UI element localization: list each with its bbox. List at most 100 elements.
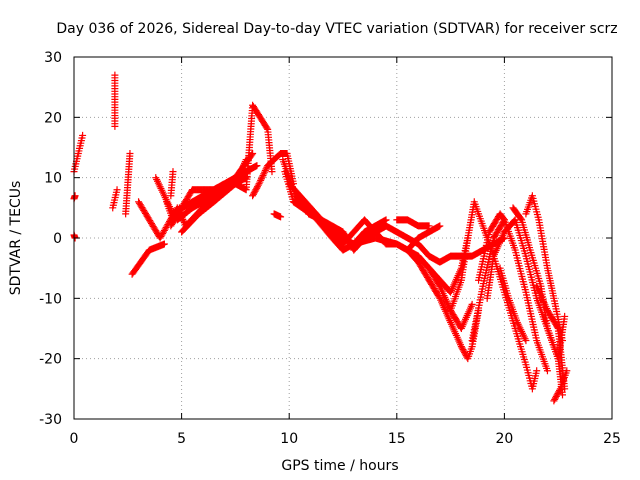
data-point	[158, 231, 166, 239]
data-point	[268, 168, 276, 176]
data-point	[563, 367, 571, 375]
data-point	[522, 337, 530, 345]
data-series-arc-b	[70, 192, 79, 203]
data-point	[561, 312, 569, 320]
data-point	[553, 323, 561, 331]
data-series-arc-e	[109, 186, 121, 212]
data-point	[257, 175, 265, 183]
y-axis-tick-labels: -30 -20 -10 0 10 20 30	[39, 50, 62, 428]
data-series-arc-ah	[550, 367, 571, 405]
y-tick-label: 10	[44, 171, 62, 187]
data-point	[553, 391, 561, 399]
data-point	[460, 347, 468, 355]
data-point	[260, 170, 268, 178]
data-series-arc-n	[178, 101, 276, 236]
data-point	[162, 223, 170, 231]
x-tick-label: 15	[388, 431, 406, 447]
data-series-arc-d	[111, 71, 119, 130]
data-point	[250, 189, 258, 197]
data-point	[533, 367, 541, 375]
data-point	[252, 186, 260, 194]
x-tick-label: 10	[280, 431, 298, 447]
data-point	[556, 386, 564, 394]
data-point	[500, 215, 508, 223]
y-tick-label: 20	[44, 110, 62, 126]
data-point	[255, 180, 263, 188]
axis-ticks	[73, 56, 613, 420]
data-point	[161, 225, 169, 233]
x-tick-label: 0	[70, 431, 79, 447]
data-series-arc-v	[393, 216, 433, 230]
data-point	[436, 222, 444, 230]
data-point	[79, 131, 87, 139]
data-point	[249, 192, 257, 200]
y-tick-label: -30	[39, 412, 62, 428]
data-point	[159, 229, 167, 237]
data-point	[253, 184, 261, 192]
data-point	[543, 367, 551, 375]
data-point	[425, 222, 433, 230]
data-point	[550, 397, 558, 405]
data-point	[156, 234, 164, 242]
data-point	[551, 395, 559, 403]
data-series-arc-aa	[468, 216, 551, 375]
y-axis-label: SDTVAR / TECUs	[8, 181, 24, 296]
data-point	[468, 300, 476, 308]
data-series-arc-t	[290, 198, 422, 260]
data-point	[510, 217, 518, 225]
data-series-arc-z	[447, 198, 541, 393]
data-point	[517, 215, 525, 223]
y-tick-label: 30	[44, 50, 62, 66]
data-point	[277, 213, 285, 221]
x-tick-label: 25	[603, 431, 621, 447]
data-series-arc-g	[128, 240, 168, 278]
data-series-arc-ad	[496, 264, 530, 345]
x-axis-label: GPS time / hours	[281, 458, 398, 474]
data-point	[262, 165, 270, 173]
data-point	[554, 389, 562, 397]
chart-title: Day 036 of 2026, Sidereal Day-to-day VTE…	[56, 21, 617, 37]
data-point	[459, 346, 467, 354]
data-series-arc-a	[70, 131, 87, 176]
data-point	[160, 240, 168, 248]
data-point	[457, 343, 465, 351]
data-point	[261, 168, 269, 176]
data-point	[552, 392, 560, 400]
data-series-arc-af	[522, 192, 567, 345]
data-point	[261, 167, 269, 175]
data-point	[435, 281, 443, 289]
data-point	[249, 150, 257, 158]
data-point	[500, 216, 508, 224]
data-point	[257, 176, 265, 184]
data-point	[160, 228, 168, 236]
y-tick-label: -20	[39, 352, 62, 368]
data-point	[253, 162, 261, 170]
data-point	[254, 181, 262, 189]
data-point	[157, 232, 165, 240]
data-point	[253, 183, 261, 191]
data-series-arc-f	[122, 150, 134, 218]
y-tick-label: -10	[39, 291, 62, 307]
data-point	[71, 192, 79, 200]
data-series-arc-w	[404, 246, 483, 363]
y-tick-label: 0	[53, 231, 62, 247]
data-point	[555, 388, 563, 396]
data-point	[249, 190, 257, 198]
data-point	[251, 187, 259, 195]
data-point	[111, 71, 119, 79]
data-point	[258, 173, 266, 181]
data-marks	[70, 71, 571, 405]
data-point	[259, 171, 267, 179]
data-point	[126, 150, 134, 158]
data-series-arc-ac	[483, 216, 567, 399]
x-tick-label: 20	[495, 431, 513, 447]
data-point	[256, 178, 264, 186]
data-point	[552, 394, 560, 402]
data-point	[263, 124, 271, 132]
x-tick-label: 5	[177, 431, 186, 447]
data-point	[382, 216, 390, 224]
data-series-arc-y	[425, 264, 476, 332]
data-point	[113, 186, 121, 194]
data-point	[242, 174, 250, 182]
